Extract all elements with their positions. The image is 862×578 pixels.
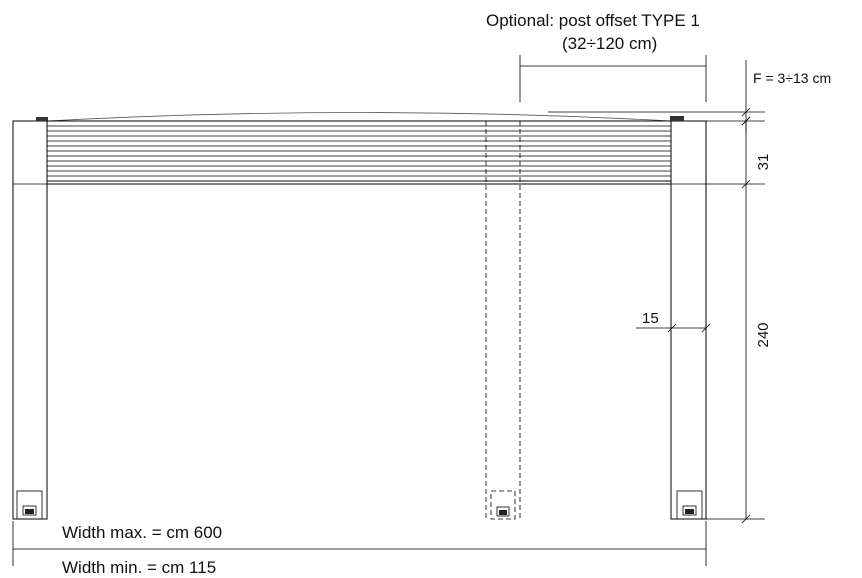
right-post-base <box>676 490 703 520</box>
left-post <box>12 117 48 520</box>
optional-offset-dimension <box>519 55 707 102</box>
roof-louvres <box>46 112 672 185</box>
dim-15-label: 15 <box>642 310 659 327</box>
optional-offset-title: Optional: post offset TYPE 1 <box>486 11 700 30</box>
dim-240-label: 240 <box>755 322 772 347</box>
width-dimension <box>12 521 707 566</box>
width-min-label: Width min. = cm 115 <box>62 558 216 577</box>
width-max-label: Width max. = cm 600 <box>62 523 222 542</box>
optional-offset-post <box>485 121 521 520</box>
left-post-base <box>16 490 43 520</box>
post-width-dimension <box>636 323 711 333</box>
f-range-label: F = 3÷13 cm <box>753 70 831 86</box>
optional-offset-range: (32÷120 cm) <box>562 34 657 53</box>
left-top-fitting <box>36 117 48 121</box>
right-post <box>670 116 707 520</box>
dim-31-label: 31 <box>755 154 772 171</box>
right-top-fitting <box>670 116 684 121</box>
height-dimensions <box>706 116 765 524</box>
